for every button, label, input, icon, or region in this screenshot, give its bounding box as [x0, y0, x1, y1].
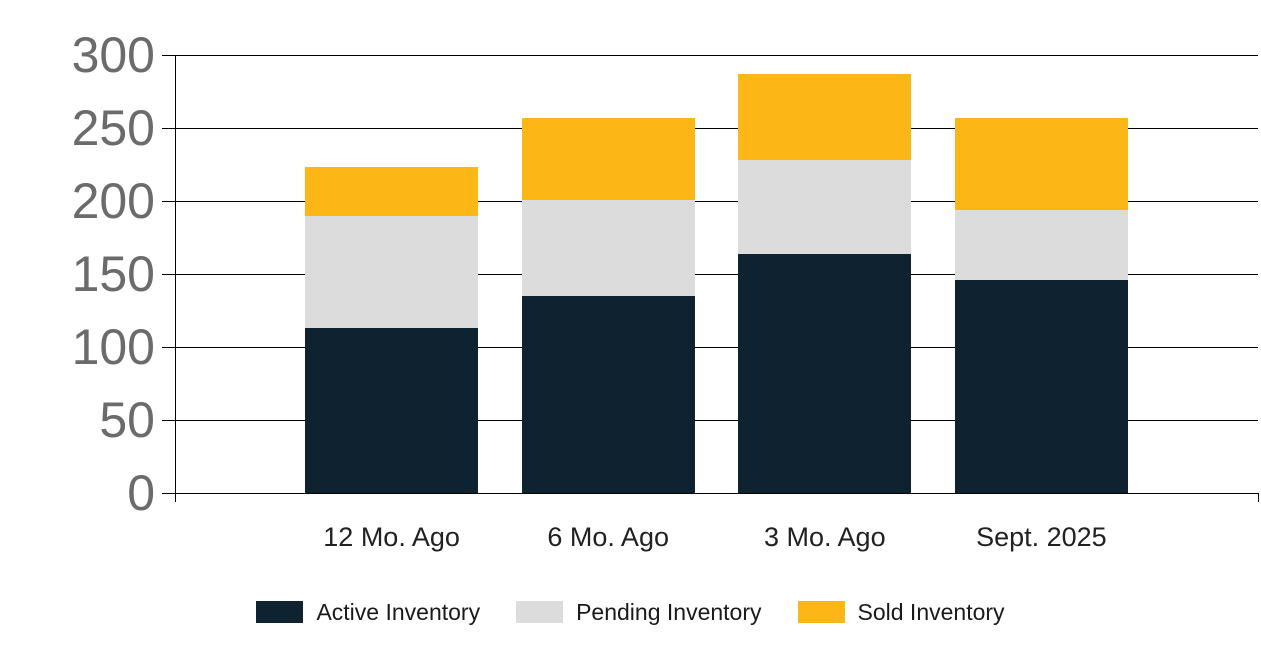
- y-tick-label-100: 100: [71, 319, 155, 375]
- y-tick-label-50: 50: [99, 392, 155, 448]
- bar-segment-sold-inventory-3-mo-ago: [738, 73, 912, 161]
- chart-legend: Active Inventory Pending Inventory Sold …: [0, 598, 1261, 626]
- bar-segment-pending-inventory-6-mo-ago: [521, 199, 695, 296]
- bar-segment-active-inventory-12-mo-ago: [305, 328, 479, 493]
- gridline-y-300: [162, 55, 1258, 56]
- gridline-y-250: [162, 128, 1258, 129]
- gridline-y-150: [162, 274, 1258, 275]
- gridline-y-200: [162, 201, 1258, 202]
- y-tick-label-200: 200: [71, 173, 155, 229]
- bar-segment-active-inventory-sept-2025: [954, 279, 1128, 493]
- legend-label-pending-inventory: Pending Inventory: [576, 599, 762, 625]
- x-category-label-12-mo-ago: 12 Mo. Ago: [323, 522, 460, 552]
- gridline-y-50: [162, 420, 1258, 421]
- legend-swatch-active-inventory-icon: [256, 601, 304, 623]
- x-category-label-3-mo-ago: 3 Mo. Ago: [764, 522, 886, 552]
- x-axis-right-end-tick: [1258, 493, 1259, 502]
- y-tick-label-0: 0: [127, 465, 155, 521]
- legend-item-active-inventory: Active Inventory: [256, 598, 480, 626]
- x-category-label-6-mo-ago: 6 Mo. Ago: [547, 522, 669, 552]
- x-category-label-sept-2025: Sept. 2025: [976, 522, 1107, 552]
- y-tick-label-250: 250: [71, 100, 155, 156]
- legend-label-active-inventory: Active Inventory: [316, 599, 481, 625]
- bar-segment-sold-inventory-sept-2025: [954, 117, 1128, 210]
- legend-swatch-sold-inventory-icon: [797, 601, 845, 623]
- bar-segment-pending-inventory-sept-2025: [954, 209, 1128, 280]
- gridline-y-100: [162, 347, 1258, 348]
- y-tick-label-150: 150: [71, 246, 155, 302]
- x-axis-line: [162, 493, 1258, 494]
- legend-item-sold-inventory: Sold Inventory: [797, 598, 1005, 626]
- bar-segment-active-inventory-6-mo-ago: [521, 295, 695, 493]
- legend-swatch-pending-inventory-icon: [516, 601, 564, 623]
- bar-segment-sold-inventory-12-mo-ago: [305, 167, 479, 216]
- bar-segment-pending-inventory-12-mo-ago: [305, 215, 479, 328]
- legend-label-sold-inventory: Sold Inventory: [857, 599, 1005, 625]
- bar-segment-active-inventory-3-mo-ago: [738, 253, 912, 493]
- bar-segment-sold-inventory-6-mo-ago: [521, 117, 695, 200]
- y-axis-line: [175, 55, 176, 502]
- bar-segment-pending-inventory-3-mo-ago: [738, 160, 912, 254]
- legend-item-pending-inventory: Pending Inventory: [516, 598, 762, 626]
- y-tick-label-300: 300: [71, 27, 155, 83]
